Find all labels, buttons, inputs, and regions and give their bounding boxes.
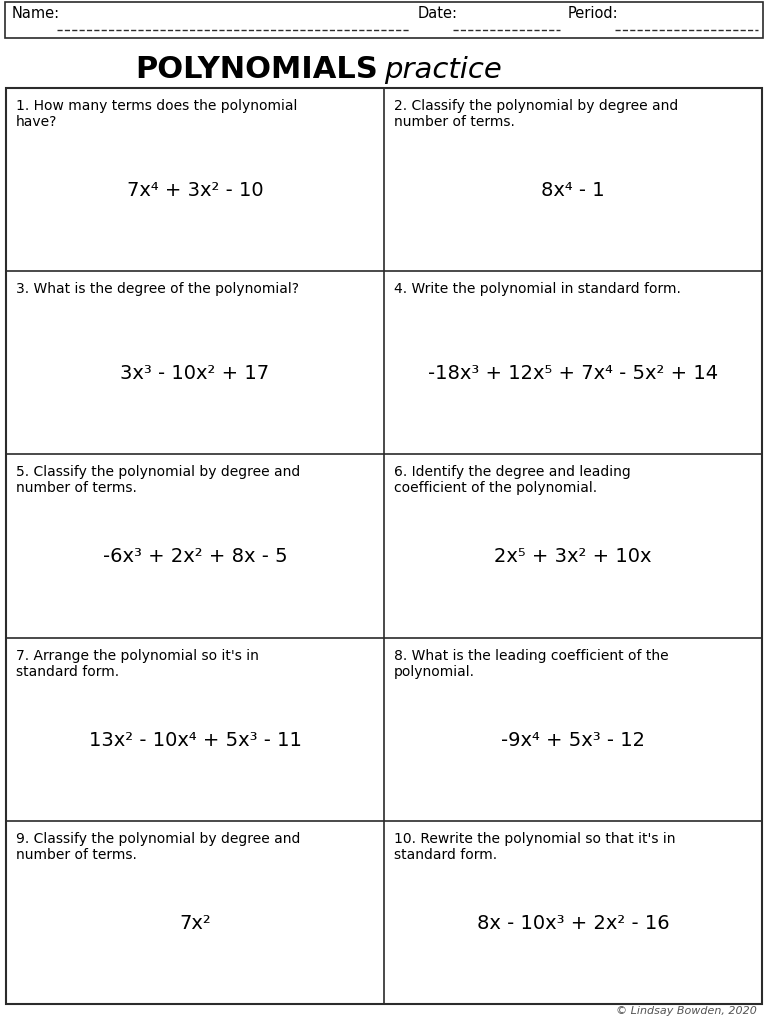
Text: 2x⁵ + 3x² + 10x: 2x⁵ + 3x² + 10x bbox=[495, 548, 652, 566]
Text: -18x³ + 12x⁵ + 7x⁴ - 5x² + 14: -18x³ + 12x⁵ + 7x⁴ - 5x² + 14 bbox=[428, 365, 718, 383]
Text: standard form.: standard form. bbox=[394, 848, 497, 862]
Text: 7. Arrange the polynomial so it's in: 7. Arrange the polynomial so it's in bbox=[16, 648, 259, 663]
Text: number of terms.: number of terms. bbox=[16, 481, 137, 496]
Text: Name:: Name: bbox=[12, 6, 60, 22]
Text: © Lindsay Bowden, 2020: © Lindsay Bowden, 2020 bbox=[616, 1006, 757, 1016]
Text: 3x³ - 10x² + 17: 3x³ - 10x² + 17 bbox=[121, 365, 270, 383]
Text: 2. Classify the polynomial by degree and: 2. Classify the polynomial by degree and bbox=[394, 99, 678, 113]
Text: Period:: Period: bbox=[568, 6, 619, 22]
Text: -6x³ + 2x² + 8x - 5: -6x³ + 2x² + 8x - 5 bbox=[103, 548, 287, 566]
Text: number of terms.: number of terms. bbox=[394, 115, 515, 129]
Text: coefficient of the polynomial.: coefficient of the polynomial. bbox=[394, 481, 598, 496]
Text: Date:: Date: bbox=[418, 6, 458, 22]
Text: 9. Classify the polynomial by degree and: 9. Classify the polynomial by degree and bbox=[16, 831, 300, 846]
Text: 3. What is the degree of the polynomial?: 3. What is the degree of the polynomial? bbox=[16, 283, 299, 296]
Text: have?: have? bbox=[16, 115, 58, 129]
Text: 8. What is the leading coefficient of the: 8. What is the leading coefficient of th… bbox=[394, 648, 669, 663]
Text: -9x⁴ + 5x³ - 12: -9x⁴ + 5x³ - 12 bbox=[501, 731, 645, 750]
Text: 7x²: 7x² bbox=[179, 913, 211, 933]
Text: POLYNOMIALS: POLYNOMIALS bbox=[135, 55, 378, 85]
Text: number of terms.: number of terms. bbox=[16, 848, 137, 862]
Text: 4. Write the polynomial in standard form.: 4. Write the polynomial in standard form… bbox=[394, 283, 681, 296]
Text: 1. How many terms does the polynomial: 1. How many terms does the polynomial bbox=[16, 99, 297, 113]
Bar bbox=[5, 2, 763, 38]
Text: 13x² - 10x⁴ + 5x³ - 11: 13x² - 10x⁴ + 5x³ - 11 bbox=[88, 731, 301, 750]
Text: polynomial.: polynomial. bbox=[394, 665, 475, 679]
Text: 6. Identify the degree and leading: 6. Identify the degree and leading bbox=[394, 465, 631, 479]
Text: 7x⁴ + 3x² - 10: 7x⁴ + 3x² - 10 bbox=[127, 181, 263, 200]
Text: standard form.: standard form. bbox=[16, 665, 119, 679]
Text: 10. Rewrite the polynomial so that it's in: 10. Rewrite the polynomial so that it's … bbox=[394, 831, 676, 846]
Text: practice: practice bbox=[384, 56, 502, 84]
Bar bbox=[6, 88, 762, 1004]
Text: 8x - 10x³ + 2x² - 16: 8x - 10x³ + 2x² - 16 bbox=[477, 913, 670, 933]
Text: 8x⁴ - 1: 8x⁴ - 1 bbox=[541, 181, 605, 200]
Text: 5. Classify the polynomial by degree and: 5. Classify the polynomial by degree and bbox=[16, 465, 300, 479]
